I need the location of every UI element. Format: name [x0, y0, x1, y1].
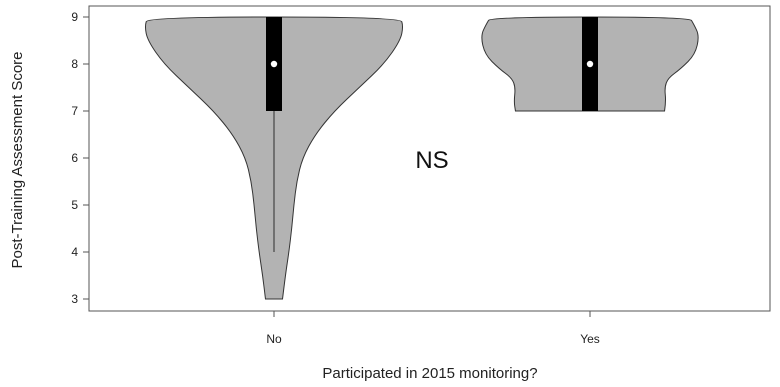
ns-annotation: NS [415, 147, 448, 174]
y-tick-label: 9 [71, 10, 78, 24]
y-axis: 3 4 5 6 7 8 9 [71, 10, 90, 306]
x-axis-title: Participated in 2015 monitoring? [322, 365, 537, 382]
y-tick-label: 4 [71, 245, 78, 259]
median-dot-yes [586, 60, 594, 68]
y-tick-label: 7 [71, 104, 78, 118]
median-dot-no [270, 60, 278, 68]
y-axis-title: Post-Training Assessment Score [9, 51, 26, 268]
x-tick-label: Yes [580, 332, 600, 346]
y-tick-label: 5 [71, 198, 78, 212]
violins-group [144, 16, 699, 300]
x-tick-label: No [266, 332, 282, 346]
x-axis: No Yes [266, 311, 600, 346]
y-tick-label: 8 [71, 57, 78, 71]
y-tick-label: 3 [71, 292, 78, 306]
y-tick-label: 6 [71, 151, 78, 165]
